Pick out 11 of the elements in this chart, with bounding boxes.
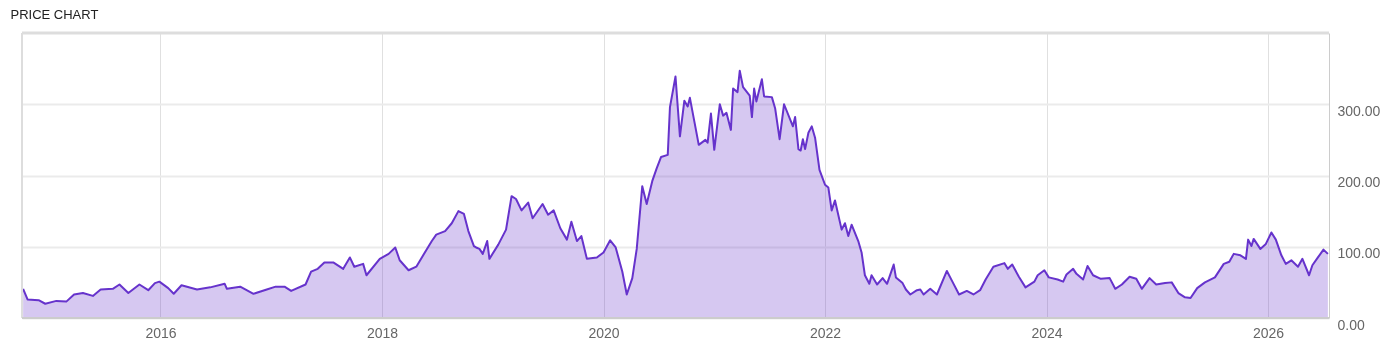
x-tick-label: 2016 xyxy=(145,324,177,341)
x-tick-label: 2020 xyxy=(588,324,620,341)
x-tick-label: 2026 xyxy=(1253,324,1285,341)
x-tick-label: 2018 xyxy=(366,324,399,341)
x-tick-label: 2022 xyxy=(809,324,842,341)
y-tick-label: 100.00 xyxy=(1337,245,1381,262)
chart-title: PRICE CHART xyxy=(10,6,99,22)
y-tick-label: 300.00 xyxy=(1337,102,1381,119)
y-tick-label: 200.00 xyxy=(1337,174,1381,190)
x-tick-label: 2024 xyxy=(1031,324,1063,341)
y-tick-label: 0.00 xyxy=(1337,316,1365,333)
